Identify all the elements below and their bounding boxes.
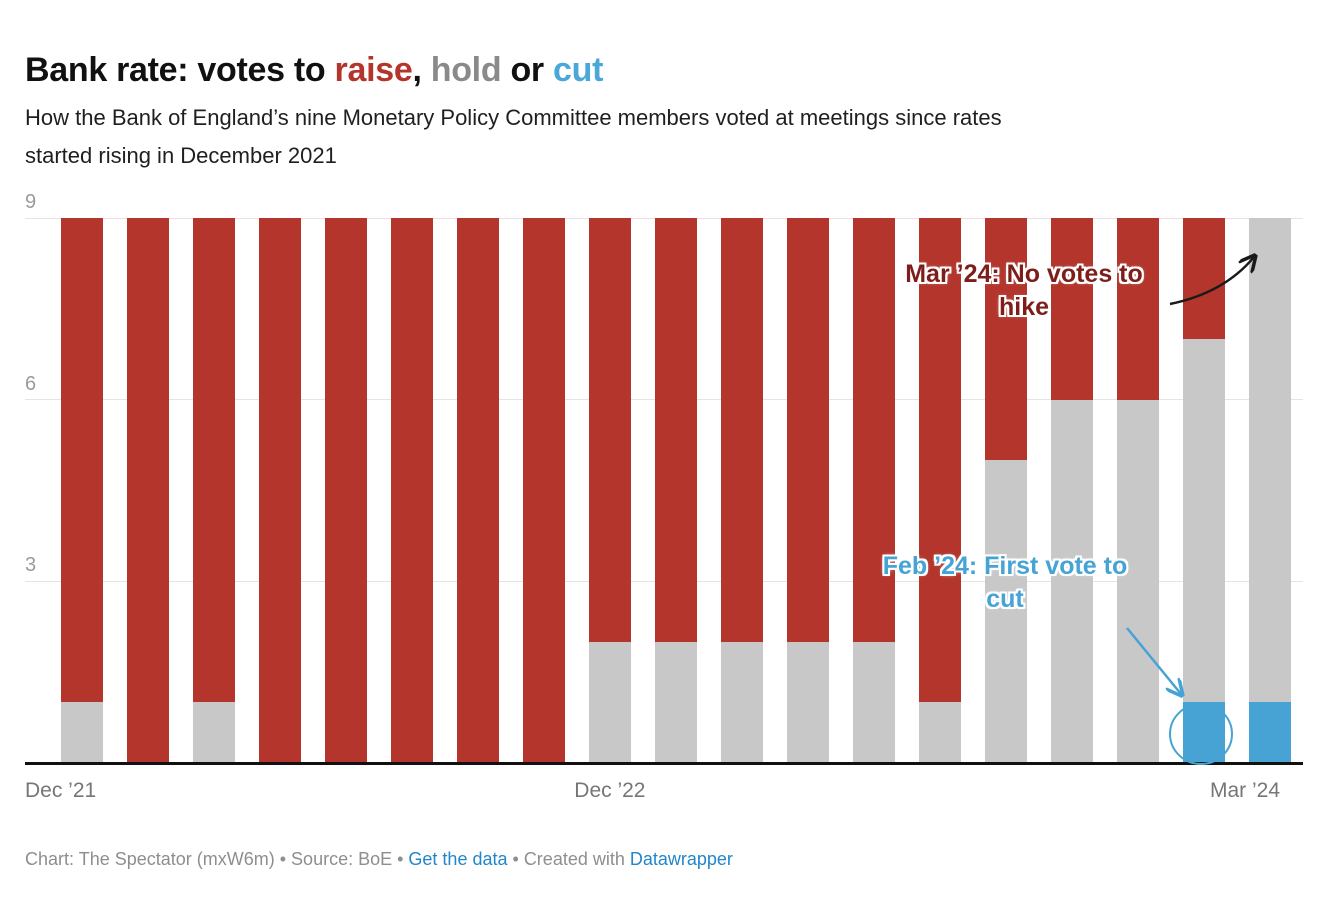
bar-segment-hold [985, 460, 1028, 763]
get-the-data-link[interactable]: Get the data [408, 849, 508, 869]
footer-chart-credit: Chart: The Spectator (mxW6m) [25, 849, 275, 869]
bar-segment-raise [1117, 218, 1160, 400]
datawrapper-link[interactable]: Datawrapper [629, 849, 733, 869]
bar-segment-cut [1249, 702, 1292, 763]
title-conjunction: or [501, 50, 553, 89]
title-hold-word: hold [430, 50, 502, 89]
bar-segment-cut [1183, 702, 1226, 763]
bar-segment-raise [919, 218, 962, 703]
bar-segment-hold [787, 641, 829, 763]
bar-segment-raise [1051, 218, 1094, 400]
bar-segment-raise [258, 218, 301, 763]
bar-segment-raise [985, 218, 1028, 461]
bar-segment-raise [721, 218, 763, 642]
bar-segment-raise [522, 218, 565, 763]
bar-segment-raise [853, 218, 896, 642]
bar-segment-hold [1051, 399, 1094, 763]
bar-segment-raise [390, 218, 433, 763]
title-separator: , [412, 50, 431, 89]
footer-created-with: Created with [523, 849, 630, 869]
bar-segment-hold [192, 702, 235, 763]
footer-separator: • [274, 849, 292, 869]
bar-segment-hold [60, 702, 103, 763]
y-axis-label-6: 6 [25, 372, 37, 395]
bar-segment-raise [192, 218, 235, 703]
footer-separator: • [392, 849, 409, 869]
bar-segment-hold [853, 641, 896, 763]
x-axis-label-0: Dec ’21 [25, 779, 97, 802]
bar-segment-raise [456, 218, 499, 763]
bar-segment-hold [919, 702, 962, 763]
bar-segment-hold [654, 641, 697, 763]
bar-segment-hold [588, 641, 631, 763]
bar-segment-hold [1249, 218, 1292, 703]
footer-byline: Chart: The Spectator (mxW6m) • Source: B… [25, 849, 733, 870]
y-axis-label-3: 3 [25, 554, 37, 577]
title-cut-word: cut [553, 50, 604, 89]
y-axis-label-9: 9 [25, 191, 37, 213]
annotation-no-votes-to-hike: Mar ’24: No votes to hike [905, 260, 1143, 321]
chart-title: Bank rate: votes to raise, hold or cut [25, 51, 603, 90]
bar-segment-hold [1183, 339, 1226, 703]
title-prefix: Bank rate: votes to [25, 50, 335, 89]
footer-separator: • [507, 849, 524, 869]
bar-segment-hold [721, 641, 763, 763]
x-axis-line [25, 762, 1303, 765]
bar-segment-raise [324, 218, 367, 763]
bar-segment-raise [787, 218, 829, 642]
bar-segment-raise [126, 218, 169, 763]
bar-segment-raise [588, 218, 631, 642]
chart-subtitle: How the Bank of England’s nine Monetary … [25, 105, 1002, 168]
bar-segment-raise [654, 218, 697, 642]
x-axis-label-8: Dec ’22 [574, 779, 646, 802]
x-axis-label-18: Mar ’24 [1209, 779, 1280, 802]
annotation-first-vote-to-cut: Feb ’24: First vote to cut [882, 552, 1128, 613]
bar-segment-raise [60, 218, 103, 703]
footer-source: Source: BoE [291, 849, 393, 869]
bar-segment-hold [1117, 399, 1160, 763]
title-raise-word: raise [334, 50, 413, 89]
